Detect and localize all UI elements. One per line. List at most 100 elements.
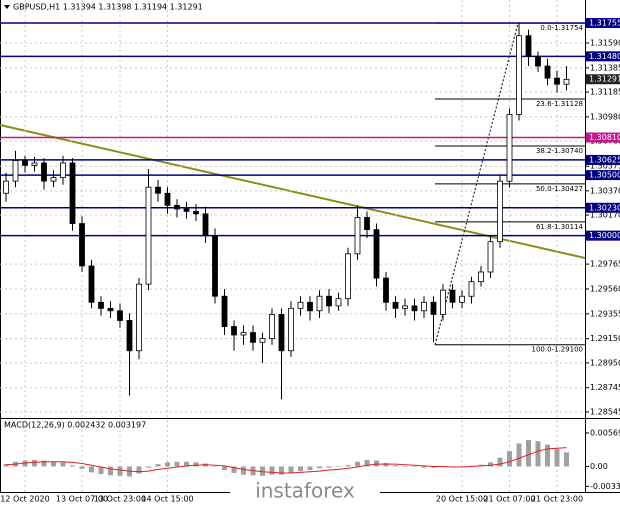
macd-bar (231, 466, 237, 473)
macd-bar (32, 460, 37, 467)
macd-bar (155, 464, 161, 467)
candle-body (288, 307, 294, 352)
candle-body (345, 253, 351, 300)
candle-body (297, 301, 304, 309)
macd-bar (3, 464, 9, 467)
title-arrow (4, 5, 10, 9)
candle-body (478, 271, 484, 283)
x-tick-label: 21 Oct 07:00 (483, 495, 535, 504)
fib-diagonal (434, 23, 519, 345)
candle-body (421, 301, 427, 312)
macd-bar (364, 460, 370, 467)
x-tick-label: 13 Oct 23:00 (94, 495, 146, 504)
macd-bar (260, 466, 265, 476)
macd-bar (174, 461, 180, 467)
macd-bar (497, 457, 503, 467)
candle-body (487, 241, 494, 273)
fib-label: 23.6-1.31128 (536, 100, 583, 108)
macd-bar (165, 462, 170, 467)
macd-bar (554, 448, 560, 467)
macd-bar (193, 462, 199, 467)
macd-bar (60, 462, 66, 467)
candle-body (69, 162, 76, 224)
candle-body (240, 332, 247, 336)
macd-bar (79, 466, 85, 469)
macd-bar (98, 466, 104, 475)
fib-label: 61.8-1.30114 (536, 223, 584, 231)
y-tick-label: 1.28950 (590, 358, 620, 367)
candle-body (535, 55, 541, 67)
candle-body (506, 114, 513, 182)
current-price-box (586, 74, 620, 85)
macd-bar (22, 460, 28, 467)
macd-bar (545, 444, 550, 467)
level-box (586, 51, 620, 62)
y-tick-label: 1.28545 (590, 407, 620, 416)
candle-body (544, 65, 551, 79)
macd-bar (336, 466, 341, 468)
macd-bar (41, 460, 47, 467)
y-tick-label: 0.00 (590, 462, 608, 471)
candle-body (563, 78, 570, 85)
level-box (586, 132, 620, 143)
candle-body (60, 162, 66, 178)
current-price-label: 1.31291 (589, 75, 620, 84)
candle-body (373, 229, 380, 279)
candle-body (468, 281, 475, 297)
candle-body (383, 277, 389, 303)
watermark-box (230, 476, 380, 506)
candle-body (145, 186, 152, 285)
y-tick-label: 1.29560 (590, 284, 620, 293)
macd-bar (393, 465, 398, 467)
level-box (586, 18, 620, 29)
candle-body (212, 235, 218, 297)
x-tick-label: 12 Oct 2020 (0, 495, 49, 504)
candle-body (155, 186, 161, 194)
candle-body (12, 160, 19, 182)
macd-bar (146, 466, 151, 468)
macd-bar (241, 466, 246, 475)
macd-bar (317, 466, 322, 469)
macd-bar (402, 466, 408, 467)
y-tick-label: 1.29765 (590, 260, 620, 269)
candle-body (136, 283, 142, 352)
macd-bar (269, 466, 275, 475)
candle-body (22, 160, 28, 166)
candle-body (497, 180, 503, 243)
candle-body (98, 301, 104, 309)
x-tick-label: 20 Oct 15:00 (436, 495, 488, 504)
fib-label: 100.0-1.29100 (531, 346, 583, 354)
candle-body (411, 305, 418, 312)
candle-body (364, 217, 370, 230)
fib-label: 38.2-1.30740 (536, 147, 583, 155)
y-tick-label: 0.005696 (590, 428, 620, 437)
fib-label: 50.0-1.30427 (536, 185, 583, 193)
macd-bar (355, 461, 360, 467)
candle-body (183, 208, 190, 212)
y-tick-label: 1.31590 (590, 39, 620, 48)
macd-bar (516, 443, 522, 467)
candle-body (164, 192, 171, 206)
candle-body (250, 332, 256, 343)
macd-bar (298, 466, 303, 472)
y-tick-label: 1.31185 (590, 88, 620, 97)
candle-body (88, 265, 95, 303)
level-label: 1.31480 (589, 52, 620, 61)
candle-body (269, 314, 275, 340)
macd-bar (89, 466, 94, 473)
macd-bar (488, 462, 493, 467)
level-label: 1.30810 (589, 133, 620, 142)
y-tick-label: 1.31385 (590, 63, 620, 72)
macd-bar (307, 466, 313, 470)
x-tick-label: 14 Oct 15:00 (141, 495, 193, 504)
candle-body (316, 295, 323, 312)
macd-bar (383, 462, 389, 467)
macd-bar (212, 466, 218, 467)
macd-bar (279, 466, 284, 475)
x-tick-label: 21 Oct 23:00 (531, 495, 583, 504)
y-tick-label: 1.30370 (590, 186, 620, 195)
macd-bar (507, 451, 512, 467)
